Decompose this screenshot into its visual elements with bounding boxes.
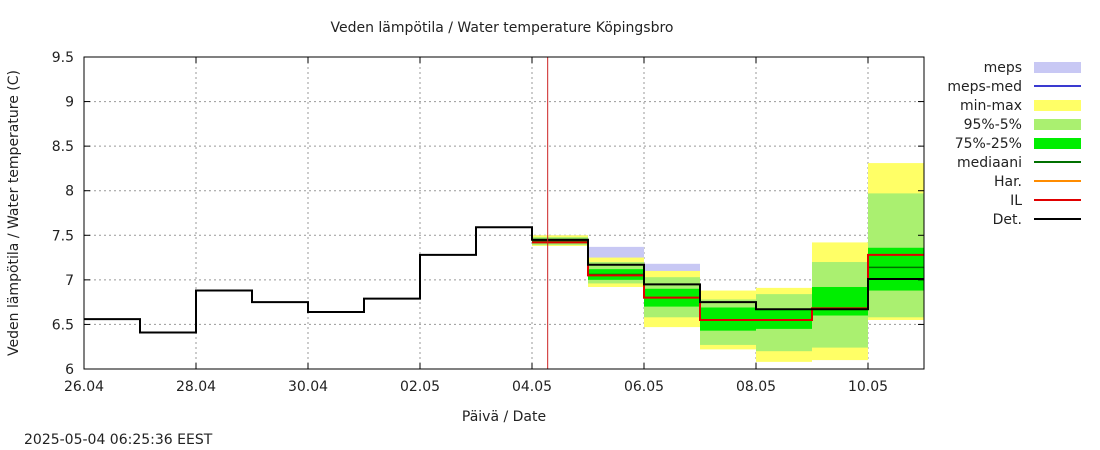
timestamp: 2025-05-04 06:25:36 EEST bbox=[24, 432, 213, 448]
plot-frame bbox=[83, 56, 925, 370]
legend-swatch-meps bbox=[1034, 62, 1081, 73]
det-line bbox=[84, 226, 924, 334]
p75-25-band bbox=[812, 286, 868, 316]
legend-label-minmax: min-max bbox=[960, 98, 1022, 114]
legend-swatch-p95_5 bbox=[1034, 119, 1081, 130]
x-tick-label: 30.04 bbox=[288, 379, 328, 395]
y-tick-label: 7.5 bbox=[52, 228, 74, 244]
x-tick-label: 04.05 bbox=[512, 379, 552, 395]
chart-title: Veden lämpötila / Water temperature Köpi… bbox=[330, 20, 673, 36]
legend: meps meps-med min-max 95%-5% 75%-25% mediaani… bbox=[947, 60, 1081, 228]
legend-label-median: mediaani bbox=[957, 155, 1022, 171]
legend-label-har: Har. bbox=[994, 174, 1022, 190]
plot-area: 6 6.5 7 7.5 8 8.5 9 9.5 26.04 28.04 30.04 02.05 04.0… bbox=[52, 50, 925, 395]
legend-label-p95_5: 95%-5% bbox=[964, 117, 1022, 133]
legend-swatch-p75_25 bbox=[1034, 138, 1081, 149]
legend-swatch-minmax bbox=[1034, 100, 1081, 111]
legend-label-p75_25: 75%-25% bbox=[955, 136, 1022, 152]
legend-label-il: IL bbox=[1010, 193, 1022, 209]
y-tick-label: 8.5 bbox=[52, 139, 74, 155]
x-tick-label: 02.05 bbox=[400, 379, 440, 395]
x-tick-label: 28.04 bbox=[176, 379, 216, 395]
y-tick-label: 7 bbox=[65, 273, 74, 289]
x-tick-label: 26.04 bbox=[64, 379, 104, 395]
y-tick-label: 6 bbox=[65, 362, 74, 378]
x-axis-label: Päivä / Date bbox=[462, 409, 546, 425]
y-tick-label: 9.5 bbox=[52, 50, 74, 66]
legend-label-det: Det. bbox=[993, 212, 1022, 228]
legend-label-meps: meps bbox=[984, 60, 1022, 76]
y-axis-label: Veden lämpötila / Water temperature (C) bbox=[6, 70, 22, 356]
y-tick-label: 9 bbox=[65, 95, 74, 111]
y-tick-label: 6.5 bbox=[52, 317, 74, 333]
x-tick-label: 10.05 bbox=[848, 379, 888, 395]
x-tick-label: 06.05 bbox=[624, 379, 664, 395]
x-tick-label: 08.05 bbox=[736, 379, 776, 395]
y-tick-label: 8 bbox=[65, 184, 74, 200]
legend-label-meps_med: meps-med bbox=[947, 79, 1022, 95]
